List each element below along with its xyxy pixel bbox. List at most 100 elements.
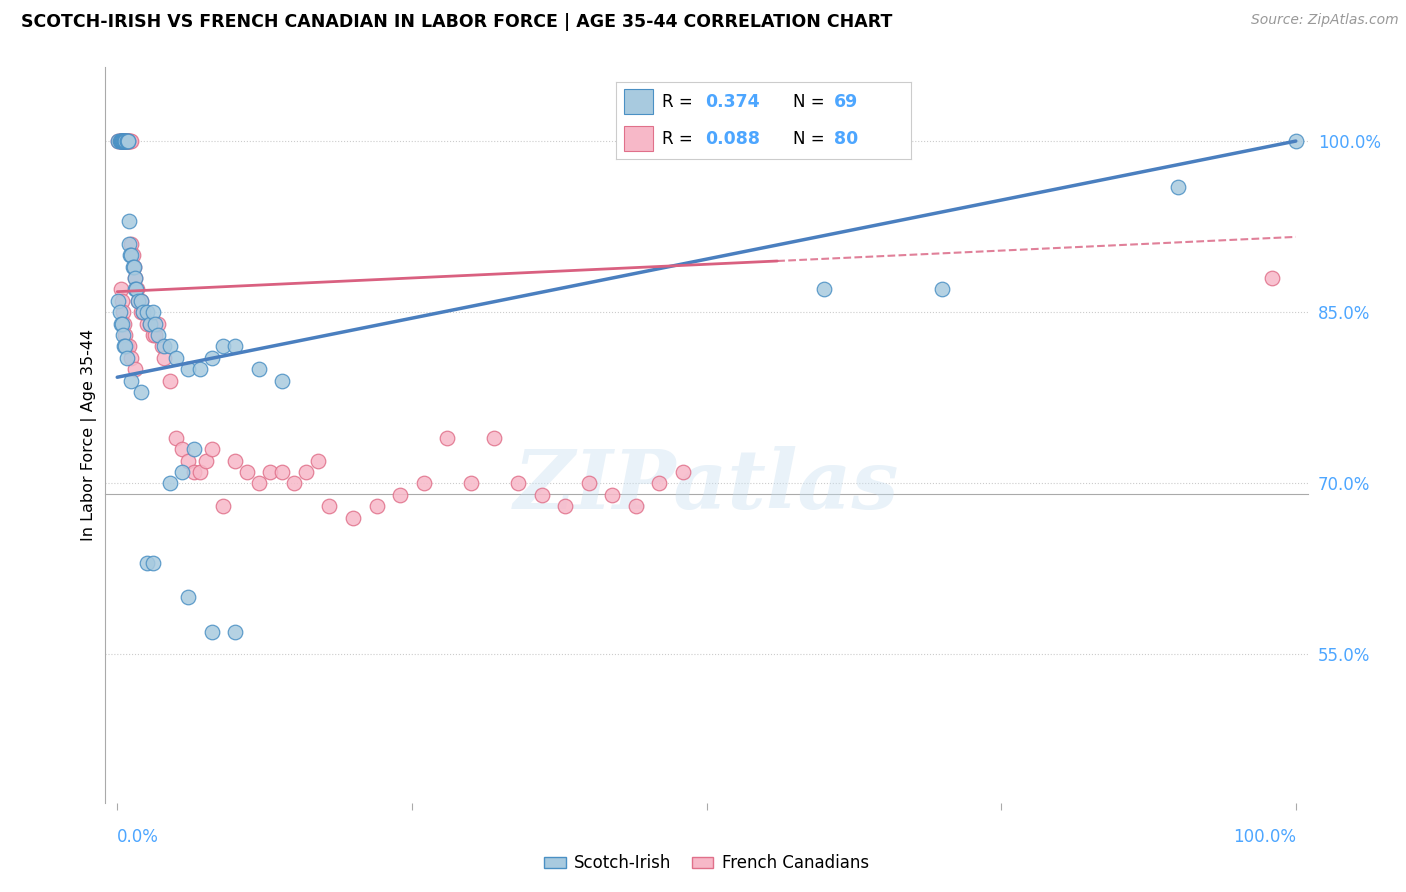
Point bbox=[412, 476, 434, 491]
Point bbox=[112, 328, 135, 343]
Point bbox=[115, 339, 138, 353]
Point bbox=[115, 134, 138, 148]
Point bbox=[224, 624, 246, 639]
Point bbox=[112, 134, 135, 148]
Point bbox=[170, 442, 193, 456]
Point bbox=[120, 248, 142, 262]
Point bbox=[120, 236, 142, 251]
Point bbox=[578, 476, 600, 491]
Point bbox=[283, 476, 305, 491]
Point bbox=[124, 271, 146, 285]
Point bbox=[224, 453, 246, 467]
Point bbox=[165, 351, 187, 365]
Point bbox=[124, 271, 146, 285]
Point bbox=[188, 465, 211, 479]
Point bbox=[148, 317, 170, 331]
Point bbox=[150, 339, 173, 353]
Point bbox=[108, 134, 131, 148]
Text: 100.0%: 100.0% bbox=[1233, 828, 1296, 846]
Point bbox=[112, 134, 135, 148]
Point bbox=[115, 134, 138, 148]
Point bbox=[112, 305, 135, 319]
Point bbox=[112, 134, 135, 148]
Point bbox=[115, 351, 138, 365]
Point bbox=[125, 282, 148, 296]
Point bbox=[121, 248, 143, 262]
Point bbox=[813, 282, 835, 296]
Point bbox=[247, 362, 270, 376]
Point bbox=[114, 134, 136, 148]
Point bbox=[672, 465, 695, 479]
Point bbox=[112, 317, 135, 331]
Point bbox=[212, 339, 235, 353]
Point bbox=[530, 488, 553, 502]
Point bbox=[112, 134, 135, 148]
Point bbox=[107, 134, 129, 148]
Point bbox=[648, 476, 671, 491]
Point bbox=[111, 317, 134, 331]
Point bbox=[1285, 134, 1308, 148]
Point bbox=[120, 248, 142, 262]
Point bbox=[112, 134, 135, 148]
Point bbox=[506, 476, 529, 491]
Point bbox=[111, 134, 134, 148]
Point bbox=[114, 339, 136, 353]
Point bbox=[111, 134, 134, 148]
Point bbox=[117, 134, 139, 148]
Point bbox=[139, 317, 162, 331]
Point bbox=[108, 134, 131, 148]
Point bbox=[600, 488, 623, 502]
Point bbox=[107, 134, 129, 148]
Text: Source: ZipAtlas.com: Source: ZipAtlas.com bbox=[1251, 13, 1399, 28]
Point bbox=[121, 260, 143, 274]
Point bbox=[132, 305, 155, 319]
Point bbox=[110, 134, 132, 148]
Point bbox=[259, 465, 281, 479]
Point bbox=[120, 134, 142, 148]
Point bbox=[114, 134, 136, 148]
Point bbox=[931, 282, 953, 296]
Point bbox=[1167, 179, 1189, 194]
Point bbox=[554, 499, 576, 513]
Point bbox=[436, 431, 458, 445]
Point bbox=[112, 134, 135, 148]
Point bbox=[183, 465, 205, 479]
Point bbox=[114, 134, 136, 148]
Point bbox=[112, 134, 135, 148]
Point bbox=[143, 317, 166, 331]
Point bbox=[170, 465, 193, 479]
Point bbox=[247, 476, 270, 491]
Point bbox=[110, 134, 132, 148]
Point bbox=[460, 476, 482, 491]
Point bbox=[389, 488, 412, 502]
Point bbox=[111, 134, 134, 148]
Point bbox=[112, 134, 135, 148]
Point bbox=[129, 385, 152, 400]
Point bbox=[114, 134, 136, 148]
Point bbox=[177, 453, 200, 467]
Point bbox=[271, 374, 294, 388]
Point bbox=[159, 339, 181, 353]
Point bbox=[122, 260, 145, 274]
Point bbox=[139, 317, 162, 331]
Point bbox=[108, 134, 131, 148]
Point bbox=[114, 134, 136, 148]
Point bbox=[194, 453, 217, 467]
Point bbox=[1261, 271, 1284, 285]
Point bbox=[120, 351, 142, 365]
Point bbox=[118, 236, 141, 251]
Point bbox=[153, 339, 176, 353]
Point bbox=[132, 305, 155, 319]
Point bbox=[271, 465, 294, 479]
Point bbox=[122, 260, 145, 274]
Point bbox=[125, 282, 148, 296]
Point bbox=[159, 476, 181, 491]
Point bbox=[110, 134, 132, 148]
Point bbox=[212, 499, 235, 513]
Point bbox=[112, 339, 135, 353]
Point bbox=[366, 499, 388, 513]
Point bbox=[110, 134, 132, 148]
Point bbox=[142, 328, 165, 343]
Point bbox=[165, 431, 187, 445]
Point bbox=[124, 282, 146, 296]
